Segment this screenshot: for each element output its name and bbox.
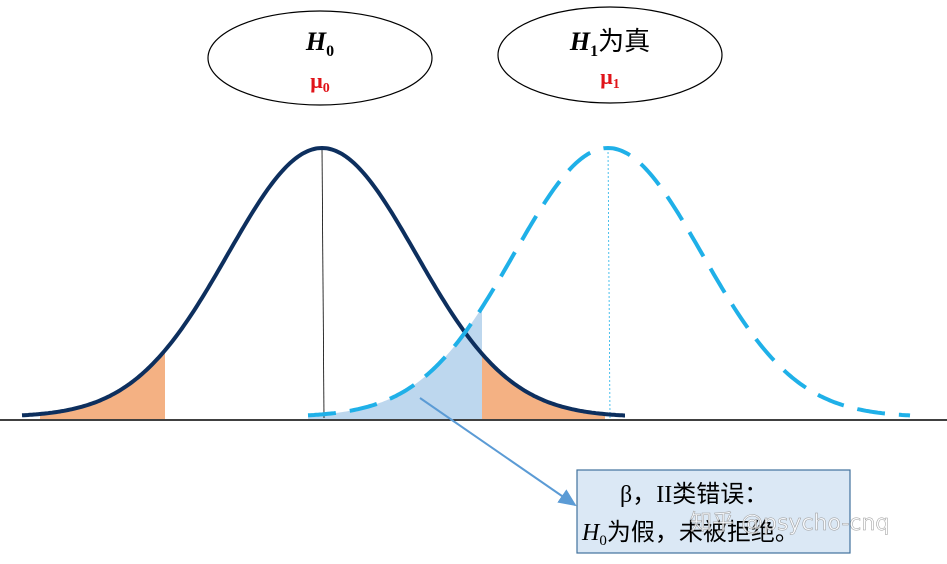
h1-ellipse	[497, 6, 723, 104]
mu1-label: μ1	[600, 64, 619, 92]
callout-box	[576, 469, 851, 554]
callout-arrow	[419, 397, 577, 507]
h0-center-line	[321, 147, 325, 419]
watermark: 知乎 @psycho-cnq	[690, 511, 889, 536]
callout-line2: H0为假，未被拒绝。	[581, 519, 799, 549]
symbol: H	[305, 27, 327, 56]
suffix: 为真	[598, 27, 650, 56]
subscript: 0	[323, 81, 330, 96]
symbol: μ	[600, 64, 613, 89]
h0-ellipse	[207, 10, 433, 106]
h1-curve	[307, 145, 911, 418]
h0-curve	[21, 145, 625, 418]
symbol: H	[581, 520, 601, 546]
beta-area	[308, 307, 482, 419]
subscript: 1	[590, 43, 598, 60]
rest: 为假，未被拒绝。	[607, 519, 799, 546]
mu0-label: μ0	[310, 68, 329, 96]
symbol: H	[569, 27, 591, 56]
h1-center-line	[607, 147, 611, 419]
callout-line1: β，II类错误：	[620, 481, 768, 508]
alpha-left-area	[40, 350, 165, 419]
h1-label: H1为真	[569, 27, 650, 60]
h0-label: H0	[305, 27, 334, 60]
subscript: 0	[599, 533, 607, 549]
subscript: 1	[613, 77, 620, 92]
alpha-right-area	[482, 353, 605, 419]
symbol: μ	[310, 68, 323, 93]
subscript: 0	[326, 43, 334, 60]
